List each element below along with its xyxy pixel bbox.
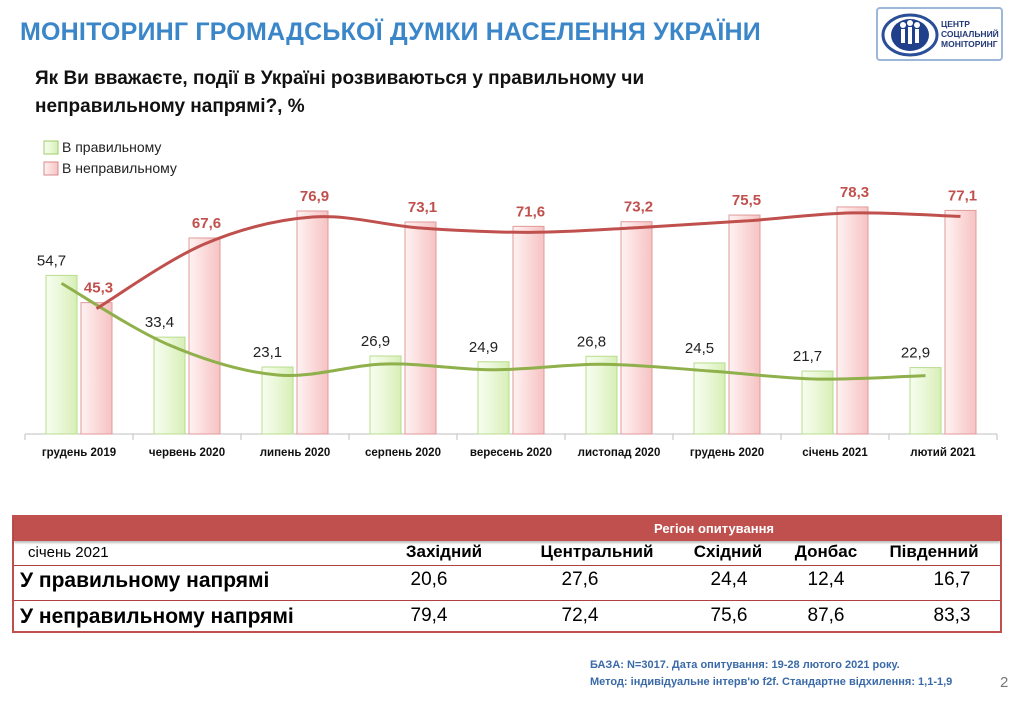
x-axis-category-label: січень 2021: [802, 447, 868, 459]
organization-logo: ЦЕНТР СОЦІАЛЬНИЙ МОНІТОРИНГ: [876, 7, 1003, 61]
column-header-center: Центральний: [540, 542, 654, 561]
table-cell: 87,6: [807, 605, 845, 626]
bar-correct-direction: [261, 366, 294, 435]
data-label-wrong: 71,6: [516, 203, 545, 220]
data-label-wrong: 67,6: [192, 215, 221, 232]
column-header-west: Західний: [405, 542, 483, 561]
bar-line-chart: 54,7 45,3 грудень 2019 33,4 67,6 червень 2020…: [24, 139, 998, 459]
bar-correct-direction: [909, 367, 942, 435]
table-cell: 24,4: [710, 569, 748, 590]
trend-line-wrong-direction: [95, 211, 961, 310]
bar-correct-direction: [693, 362, 726, 435]
legend-label-correct: В правильному: [62, 139, 161, 155]
data-label-wrong: 75,5: [732, 192, 761, 209]
table-row-label-wrong: У неправильному напрямі: [20, 605, 294, 628]
table-cell: 12,4: [807, 569, 845, 590]
table-row-label-right: У правильному напрямі: [20, 569, 270, 592]
data-label-wrong: 77,1: [948, 187, 977, 204]
x-axis-category-label: серпень 2020: [365, 447, 441, 459]
bar-wrong-direction: [836, 206, 869, 435]
table-group-header: Регіон опитування: [653, 521, 775, 536]
data-label-correct: 54,7: [37, 252, 66, 269]
legend-swatch-correct: [43, 140, 59, 155]
data-label-correct: 22,9: [901, 345, 930, 362]
data-label-wrong: 78,3: [840, 184, 869, 201]
table-cell: 75,6: [710, 605, 748, 626]
footnote-base: БАЗА: N=3017. Дата опитування: 19-28 лют…: [590, 659, 900, 671]
table-cell: 79,4: [410, 605, 448, 626]
data-label-wrong: 73,2: [624, 199, 653, 216]
bar-wrong-direction: [188, 237, 221, 435]
legend-swatch-wrong: [43, 161, 59, 176]
column-header-south: Південний: [889, 542, 979, 561]
column-header-east: Східний: [693, 542, 763, 561]
bar-wrong-direction: [512, 225, 545, 435]
data-label-correct: 23,1: [253, 344, 282, 361]
data-label-correct: 33,4: [145, 314, 174, 331]
data-label-correct: 26,9: [361, 333, 390, 350]
x-axis-category-label: лютий 2021: [910, 447, 976, 459]
footnote: БАЗА: N=3017. Дата опитування: 19-28 лют…: [590, 657, 952, 691]
regional-table: Регіон опитування січень 2021 Західний Ц…: [12, 515, 1002, 633]
bar-correct-direction: [45, 274, 78, 435]
legend-label-wrong: В неправильному: [62, 160, 177, 176]
table-divider: [14, 565, 1000, 566]
data-label-wrong: 73,1: [408, 199, 437, 216]
x-axis-category-label: грудень 2019: [42, 447, 116, 459]
table-cell: 72,4: [561, 605, 599, 626]
bar-correct-direction: [477, 361, 510, 435]
bar-correct-direction: [369, 355, 402, 435]
bar-correct-direction: [585, 355, 618, 435]
x-axis-category-label: вересень 2020: [470, 447, 552, 459]
data-label-correct: 24,9: [469, 339, 498, 356]
bar-correct-direction: [153, 336, 186, 435]
table-period-label: січень 2021: [28, 544, 109, 561]
bar-wrong-direction: [404, 221, 437, 435]
bar-wrong-direction: [296, 210, 329, 435]
bar-wrong-direction: [80, 302, 113, 435]
x-axis-category-label: грудень 2020: [690, 447, 764, 459]
bar-wrong-direction: [944, 209, 977, 435]
x-axis-category-label: липень 2020: [260, 447, 331, 459]
table-cell: 27,6: [561, 569, 599, 590]
data-label-wrong: 45,3: [84, 280, 113, 297]
bar-correct-direction: [801, 370, 834, 435]
bar-wrong-direction: [620, 221, 653, 435]
table-header-band: [14, 517, 1000, 541]
logo-emblem-icon: [881, 13, 939, 57]
data-label-wrong: 76,9: [300, 188, 329, 205]
footnote-method: Метод: індивідуальне інтерв'ю f2f. Станд…: [590, 676, 953, 688]
logo-text: ЦЕНТР СОЦІАЛЬНИЙ МОНІТОРИНГ: [941, 19, 999, 49]
table-divider: [14, 600, 1000, 601]
data-label-correct: 21,7: [793, 348, 822, 365]
table-cell: 83,3: [933, 605, 971, 626]
x-axis-category-label: червень 2020: [149, 447, 225, 459]
page-number: 2: [1000, 674, 1009, 691]
bar-wrong-direction: [728, 214, 761, 435]
data-label-correct: 26,8: [577, 333, 606, 350]
table-cell: 16,7: [933, 569, 971, 590]
page-title: МОНІТОРИНГ ГРОМАДСЬКОЇ ДУМКИ НАСЕЛЕННЯ У…: [20, 18, 761, 46]
trend-line-correct-direction: [60, 282, 926, 381]
data-label-correct: 24,5: [685, 340, 714, 357]
x-axis-category-label: листопад 2020: [578, 447, 661, 459]
table-cell: 20,6: [410, 569, 448, 590]
column-header-donbas: Донбас: [794, 542, 858, 561]
chart-question: Як Ви вважаєте, події в Україні розвиваю…: [35, 68, 645, 117]
